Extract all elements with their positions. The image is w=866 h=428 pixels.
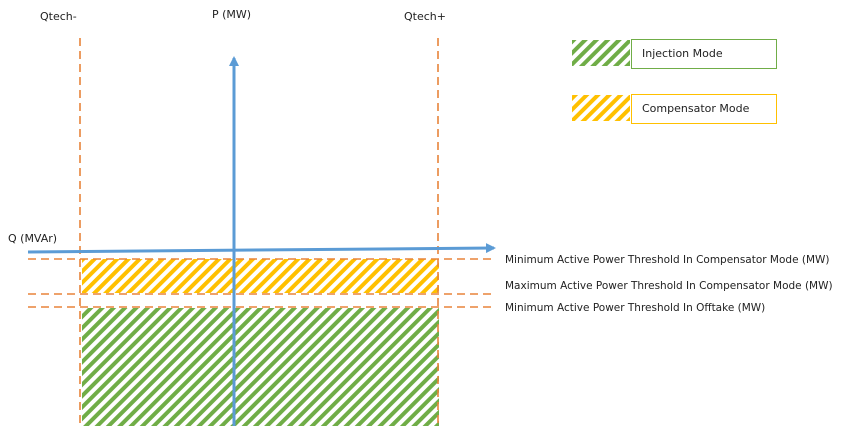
q-axis [27, 243, 496, 254]
q-axis-label: Q (MVAr) [8, 232, 58, 245]
legend-compensator-swatch [572, 95, 630, 121]
min-threshold-offtake-label: Minimum Active Power Threshold In Offtak… [505, 302, 766, 314]
qtech-plus-label: Qtech+ [404, 10, 446, 23]
legend-injection: Injection Mode [631, 39, 777, 69]
legend-injection-swatch [572, 40, 630, 66]
injection-region [82, 308, 439, 426]
qtech-minus-label: Qtech- [40, 10, 77, 23]
max-threshold-comp-label: Maximum Active Power Threshold In Compen… [505, 280, 833, 292]
compensator-region [82, 259, 439, 293]
p-axis-label: P (MW) [212, 8, 252, 21]
min-threshold-comp-label: Minimum Active Power Threshold In Compen… [505, 254, 830, 266]
legend-compensator: Compensator Mode [631, 94, 777, 124]
